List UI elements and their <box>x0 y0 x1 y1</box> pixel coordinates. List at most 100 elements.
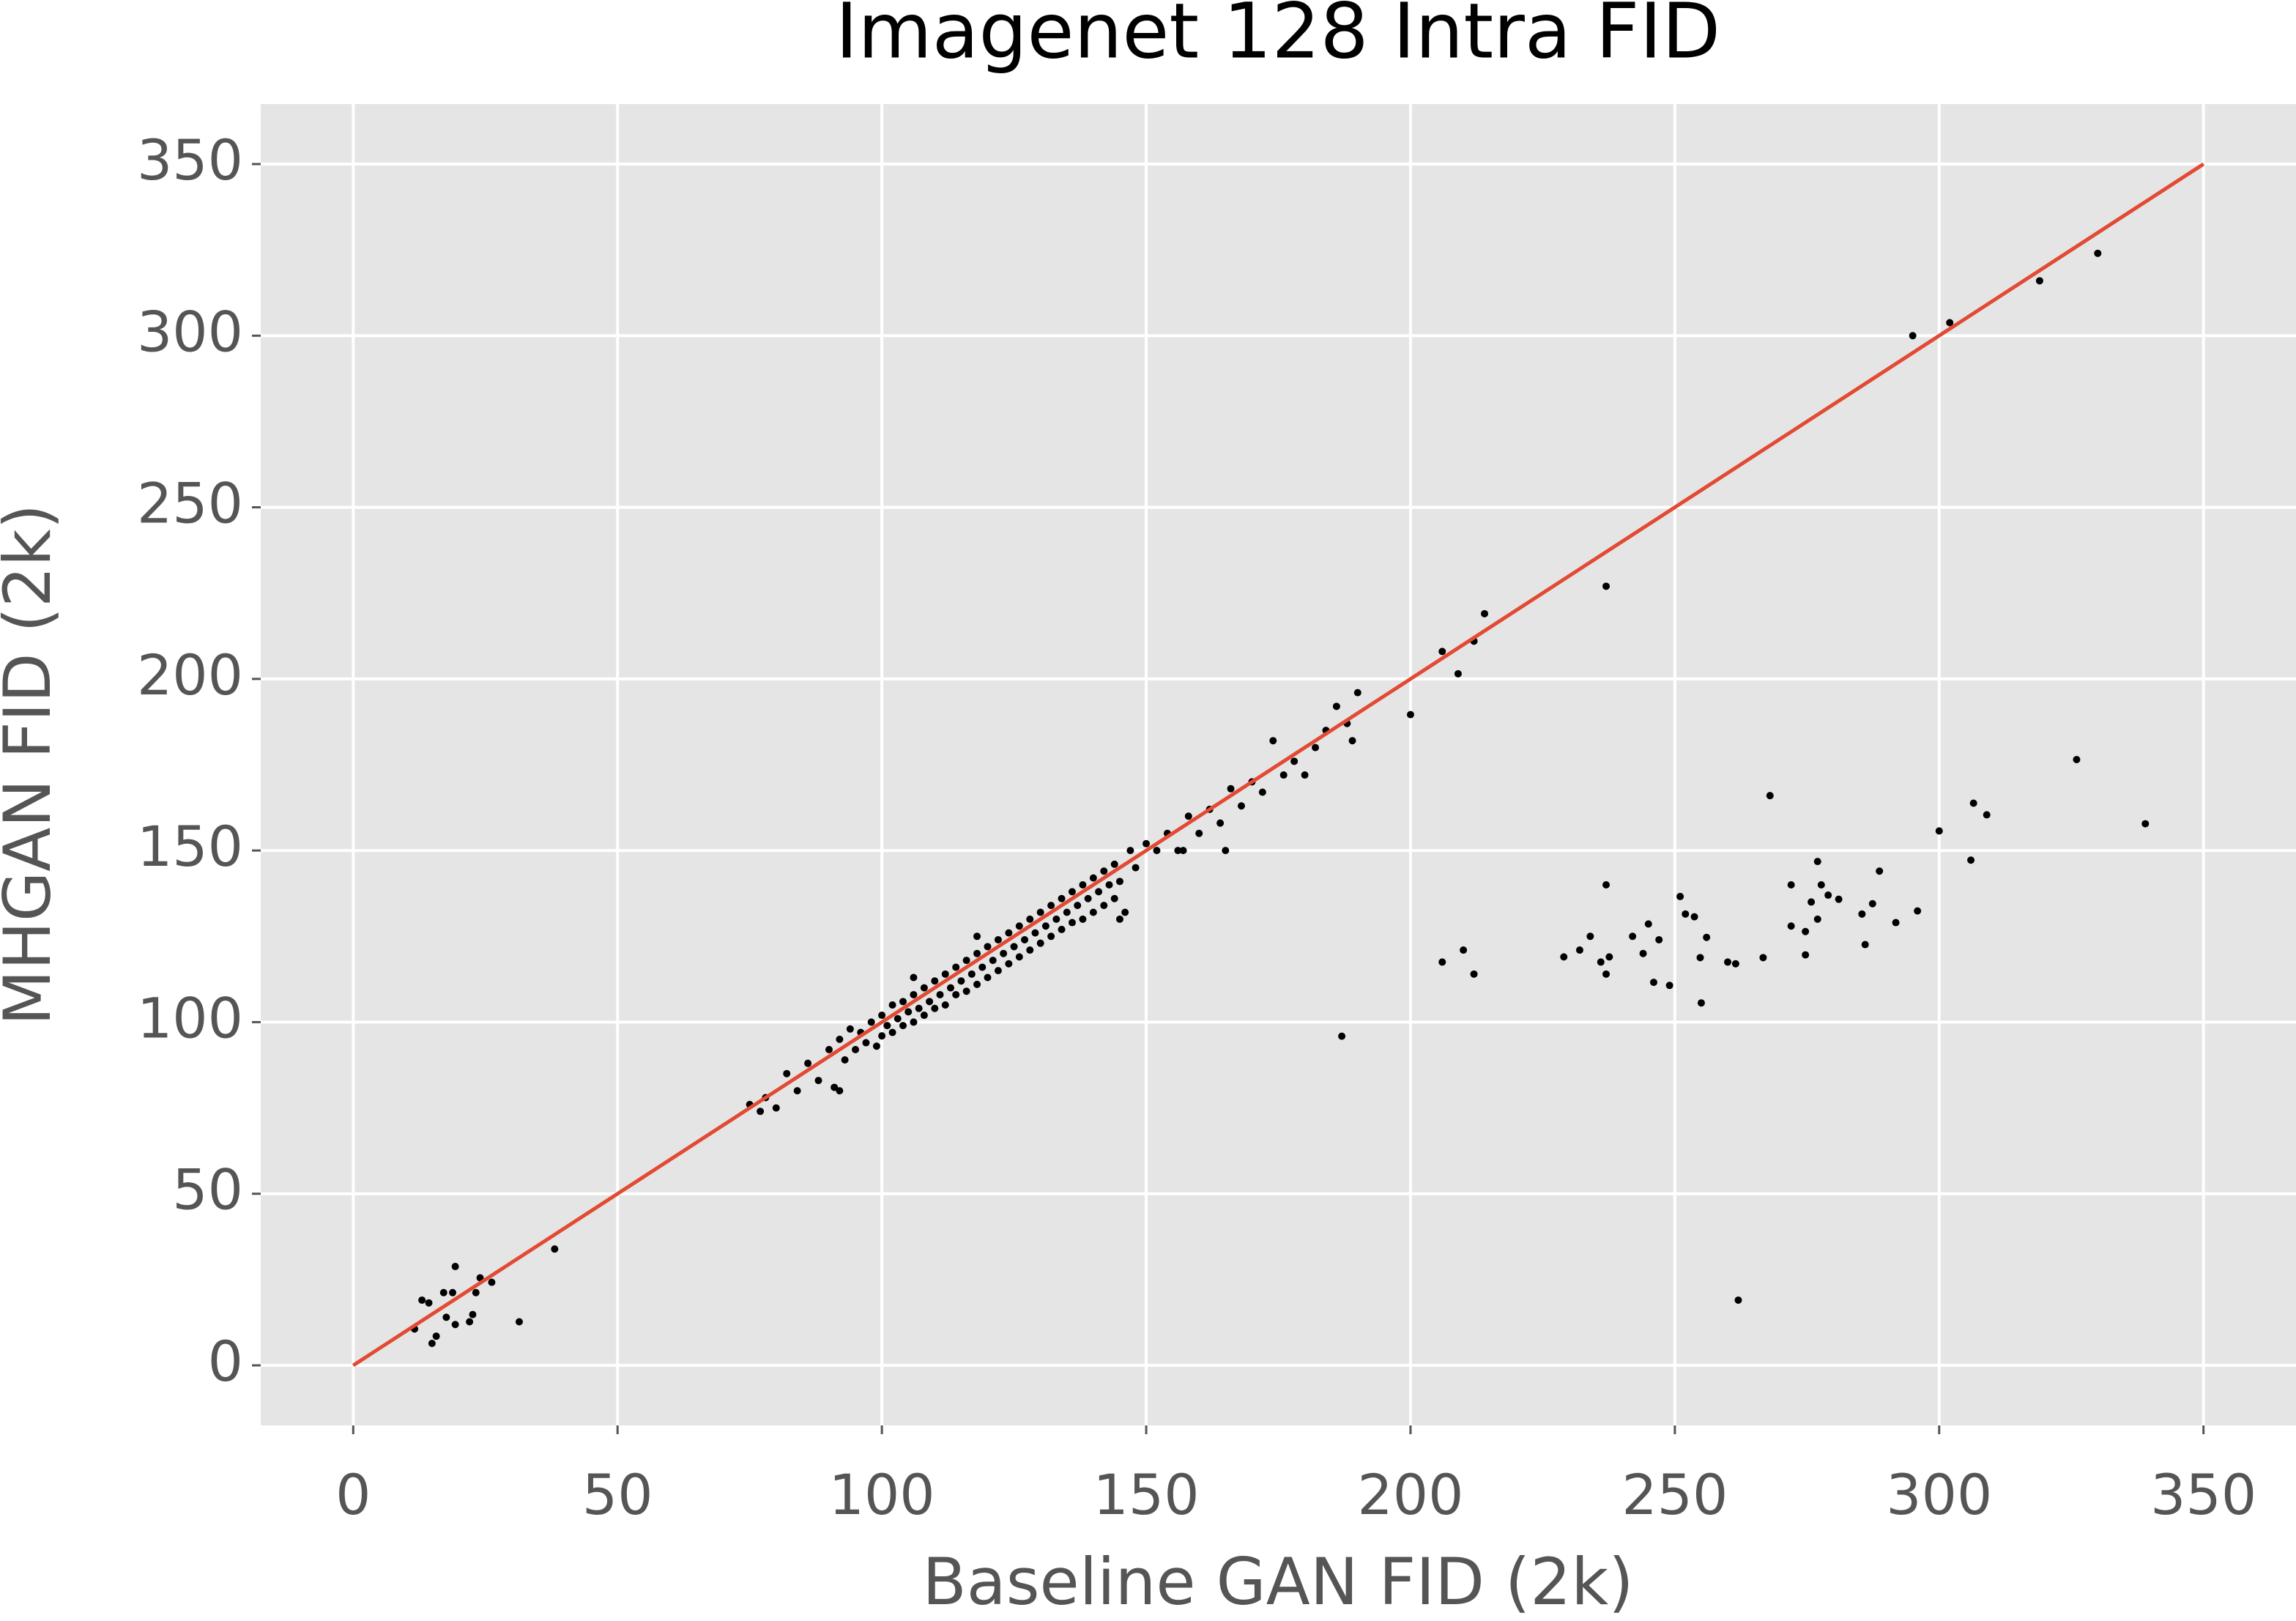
scatter-point <box>1406 711 1414 719</box>
scatter-point <box>2094 249 2102 257</box>
scatter-point <box>1813 915 1821 923</box>
scatter-point <box>1058 925 1066 933</box>
scatter-point <box>841 1056 849 1064</box>
scatter-point <box>466 1318 474 1326</box>
scatter-point <box>1868 899 1876 908</box>
scatter-point <box>1179 847 1187 855</box>
scatter-point <box>1031 929 1039 937</box>
scatter-point <box>1026 946 1034 954</box>
scatter-point <box>1121 908 1129 916</box>
scatter-point <box>515 1318 523 1326</box>
y-axis-label: MHGAN FID (2k) <box>0 504 65 1025</box>
scatter-point <box>1935 827 1943 835</box>
scatter-point <box>1015 953 1023 961</box>
scatter-point <box>1353 689 1361 697</box>
scatter-point <box>1690 913 1698 921</box>
y-tick-label: 350 <box>137 127 243 193</box>
scatter-point <box>1095 888 1103 896</box>
scatter-point <box>1010 943 1018 951</box>
scatter-point <box>1629 932 1637 941</box>
scatter-point <box>931 1004 939 1012</box>
scatter-point <box>2073 755 2081 763</box>
scatter-point <box>1470 970 1478 978</box>
scatter-point <box>910 1018 918 1026</box>
scatter-point <box>1279 771 1288 779</box>
scatter-point <box>1089 874 1097 882</box>
scatter-point <box>888 1028 896 1036</box>
scatter-point <box>831 1083 839 1091</box>
scatter-point <box>941 1001 949 1009</box>
scatter-point <box>878 1032 886 1040</box>
scatter-point <box>1817 881 1825 889</box>
scatter-point <box>1639 949 1647 957</box>
x-tick-label: 50 <box>582 1462 653 1527</box>
scatter-point <box>1481 609 1489 617</box>
scatter-point <box>793 1087 801 1095</box>
scatter-point <box>1153 847 1161 855</box>
scatter-point <box>973 932 981 941</box>
scatter-point <box>1983 811 1991 819</box>
scatter-point <box>1802 927 1810 935</box>
scatter-point <box>952 990 960 998</box>
x-tick-label: 300 <box>1886 1462 1992 1527</box>
scatter-point <box>1703 933 1711 941</box>
scatter-point <box>1835 895 1843 903</box>
scatter-point <box>1731 960 1739 968</box>
scatter-point <box>1068 919 1076 927</box>
scatter-point <box>428 1340 436 1348</box>
y-tick-label: 200 <box>137 642 243 708</box>
scatter-point <box>952 963 960 971</box>
x-tick-label: 350 <box>2150 1462 2256 1527</box>
scatter-point <box>978 963 987 971</box>
scatter-point <box>1967 856 1975 864</box>
scatter-point <box>1222 847 1230 855</box>
scatter-point <box>1115 878 1123 886</box>
scatter-point <box>757 1108 765 1116</box>
scatter-point <box>1290 757 1299 765</box>
scatter-point <box>1026 915 1034 923</box>
scatter-point <box>1338 1032 1346 1040</box>
scatter-point <box>888 1001 896 1009</box>
scatter-point <box>920 984 928 992</box>
scatter-point <box>962 957 970 965</box>
scatter-point <box>1802 951 1810 959</box>
scatter-point <box>946 984 954 992</box>
scatter-point <box>941 970 949 978</box>
scatter-point <box>994 967 1002 975</box>
scatter-point <box>451 1263 459 1271</box>
x-tick-label: 250 <box>1621 1462 1728 1527</box>
scatter-point <box>1697 999 1705 1007</box>
scatter-point <box>931 977 939 985</box>
y-tick-label: 300 <box>137 299 243 364</box>
scatter-point <box>1110 860 1118 868</box>
x-axis-label: Baseline GAN FID (2k) <box>922 1544 1633 1620</box>
scatter-point <box>1586 932 1594 941</box>
scatter-point <box>1184 812 1192 820</box>
scatter-point <box>962 987 970 995</box>
scatter-point <box>1914 907 1922 915</box>
scatter-point <box>973 949 981 957</box>
x-tick-label: 150 <box>1093 1462 1200 1527</box>
scatter-point <box>1734 1296 1742 1304</box>
scatter-point <box>1969 799 1977 807</box>
scatter-point <box>772 1104 780 1112</box>
scatter-point <box>1876 867 1884 875</box>
scatter-point <box>1766 792 1774 800</box>
scatter-point <box>878 1012 886 1020</box>
scatter-point <box>1460 946 1468 954</box>
scatter-point <box>1041 922 1049 930</box>
scatter-point <box>1089 908 1097 916</box>
scatter-point <box>836 1035 844 1043</box>
scatter-point <box>846 1025 854 1033</box>
scatter-point <box>1015 922 1023 930</box>
scatter-point <box>1074 902 1082 910</box>
scatter-point <box>1858 910 1866 918</box>
scatter-point <box>814 1077 822 1085</box>
scatter-point <box>1105 881 1113 889</box>
x-tick-label: 0 <box>335 1462 371 1527</box>
scatter-point <box>1079 881 1087 889</box>
y-tick-label: 250 <box>137 471 243 536</box>
scatter-point <box>1036 908 1044 916</box>
scatter-point <box>1237 802 1245 810</box>
